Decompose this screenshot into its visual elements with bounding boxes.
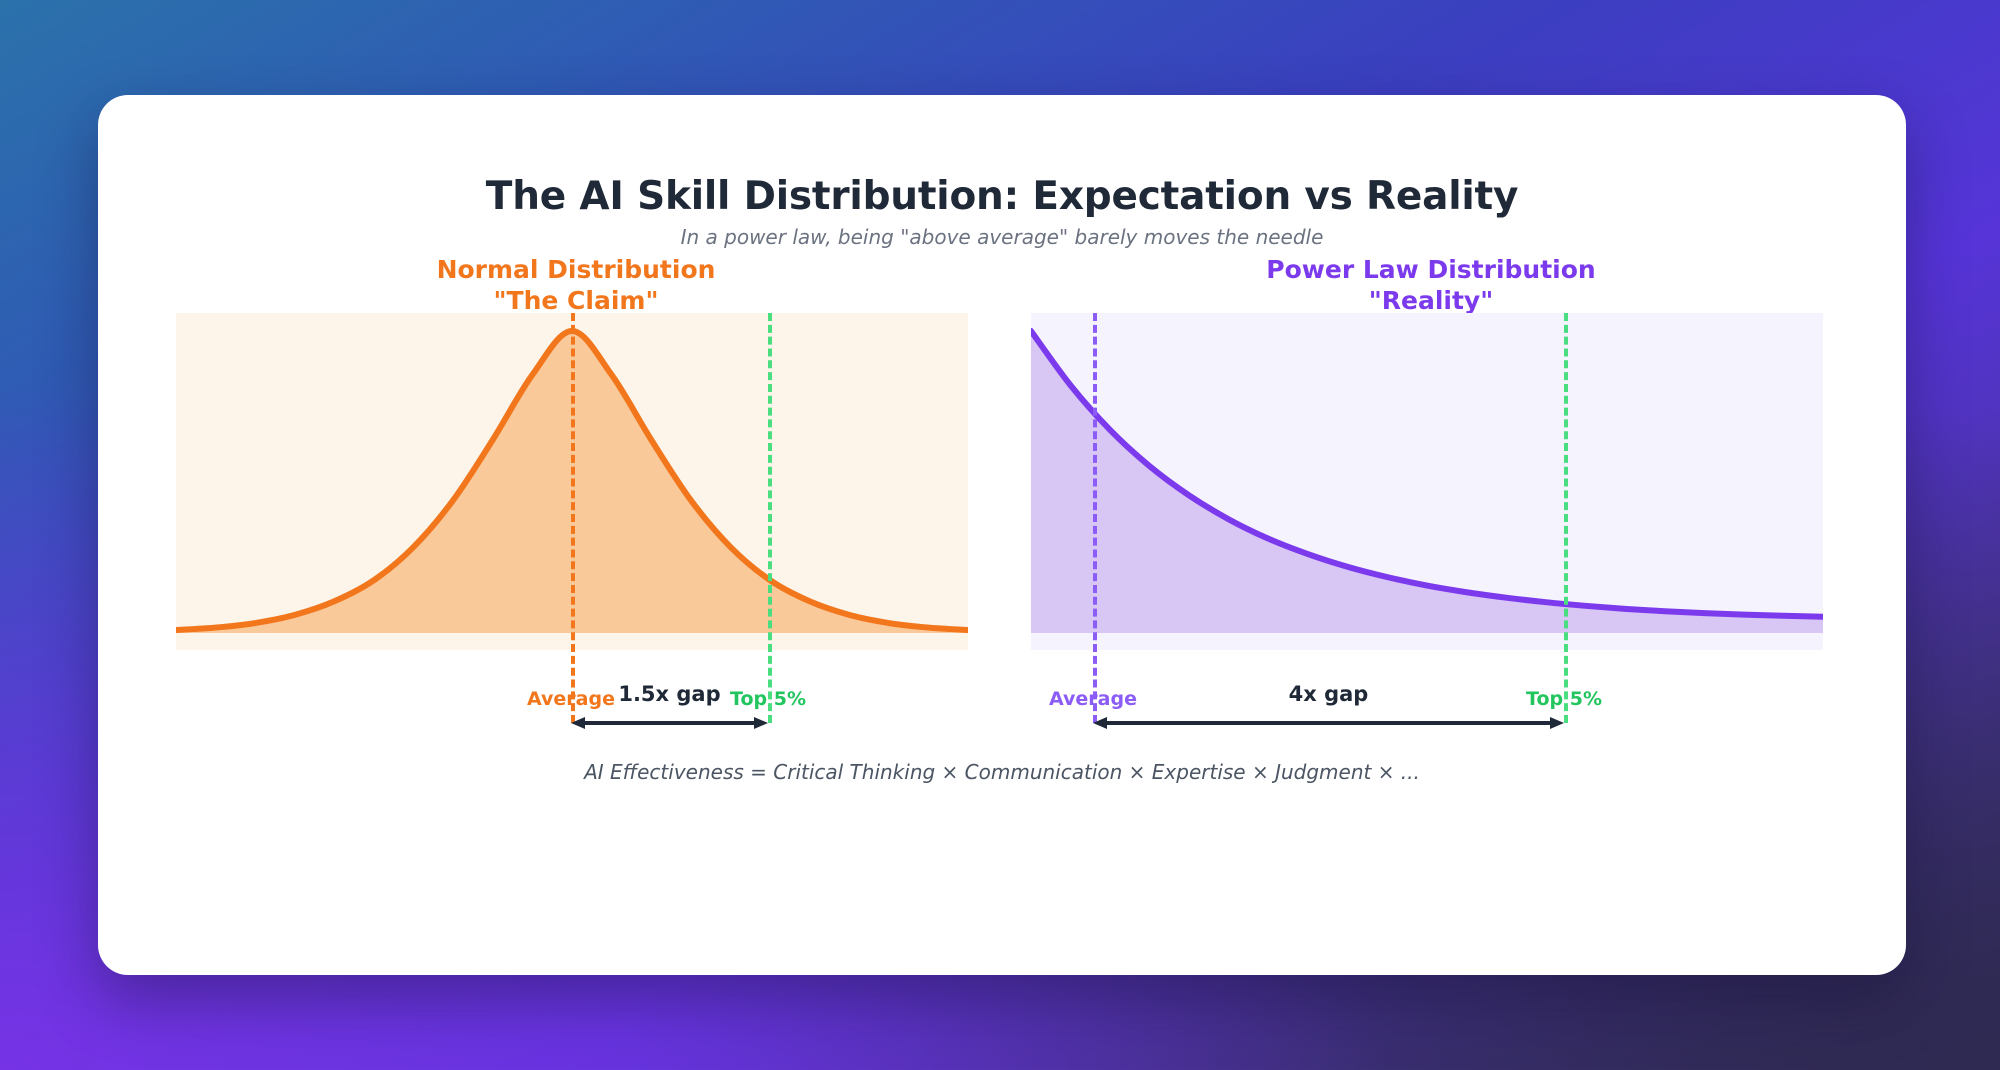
right-gap-label: 4x gap bbox=[1288, 682, 1369, 706]
footer-formula: AI Effectiveness = Critical Thinking × C… bbox=[584, 760, 1420, 784]
infographic-card: The AI Skill Distribution: Expectation v… bbox=[98, 95, 1906, 975]
left-panel-heading: Normal Distribution "The Claim" bbox=[176, 255, 976, 316]
left-panel-heading-sub: "The Claim" bbox=[493, 285, 659, 315]
top5-marker-line-right bbox=[1564, 313, 1568, 723]
power-law-chart: 4x gap Average Top 5% bbox=[1031, 313, 1823, 729]
power-law-curve-fill bbox=[1031, 331, 1823, 633]
right-panel-heading: Power Law Distribution "Reality" bbox=[1031, 255, 1831, 316]
page-subtitle: In a power law, being "above average" ba… bbox=[680, 225, 1324, 249]
left-gap-arrow bbox=[571, 714, 768, 732]
average-marker-line-left bbox=[571, 313, 575, 723]
left-tick-top5: Top 5% bbox=[730, 688, 806, 710]
page-title: The AI Skill Distribution: Expectation v… bbox=[485, 174, 1519, 219]
left-gap-label: 1.5x gap bbox=[618, 682, 721, 706]
double-arrow-icon bbox=[1093, 717, 1564, 729]
right-panel-heading-sub: "Reality" bbox=[1368, 285, 1494, 315]
power-law-curve-svg bbox=[1031, 328, 1823, 633]
right-gap-arrow bbox=[1093, 714, 1564, 732]
right-tick-average: Average bbox=[1049, 688, 1137, 710]
right-panel-heading-main: Power Law Distribution bbox=[1266, 255, 1596, 284]
top5-marker-line-left bbox=[768, 313, 772, 723]
double-arrow-icon bbox=[571, 717, 768, 729]
power-law-curve-line bbox=[1031, 328, 1823, 620]
normal-distribution-chart: 1.5x gap Average Top 5% bbox=[176, 313, 968, 729]
left-tick-average: Average bbox=[527, 688, 615, 710]
average-marker-line-right bbox=[1093, 313, 1097, 723]
right-tick-top5: Top 5% bbox=[1526, 688, 1602, 710]
left-panel-heading-main: Normal Distribution bbox=[436, 255, 716, 284]
